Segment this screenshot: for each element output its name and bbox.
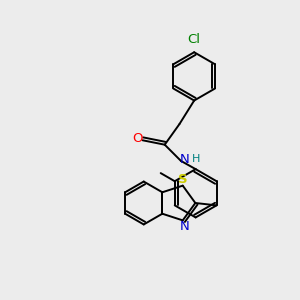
Text: S: S bbox=[178, 173, 188, 186]
Text: Cl: Cl bbox=[188, 33, 201, 46]
Text: N: N bbox=[180, 153, 189, 166]
Text: O: O bbox=[132, 132, 142, 145]
Text: N: N bbox=[179, 220, 189, 233]
Text: H: H bbox=[192, 154, 200, 164]
